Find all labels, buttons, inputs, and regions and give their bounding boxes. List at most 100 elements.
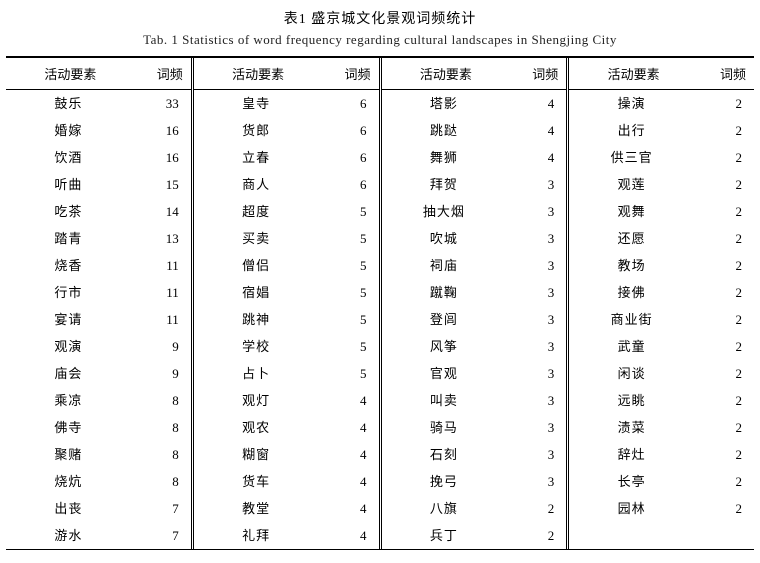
table-row: 抽大烟3 [382, 198, 567, 225]
table-row: 宴请11 [6, 306, 191, 333]
cell-freq: 3 [506, 360, 566, 387]
table-row: 婚嫁16 [6, 117, 191, 144]
cell-element: 婚嫁 [6, 117, 131, 144]
cell-freq: 2 [694, 252, 754, 279]
cell-element: 塔影 [382, 90, 507, 117]
cell-element: 乘凉 [6, 387, 131, 414]
table-row: 糊窗4 [194, 441, 379, 468]
cell-freq: 8 [131, 468, 191, 495]
cell-element: 观舞 [569, 198, 694, 225]
cell-freq: 2 [694, 279, 754, 306]
cell-element: 拜贺 [382, 171, 507, 198]
table-row: 僧侣5 [194, 252, 379, 279]
cell-freq: 9 [131, 360, 191, 387]
table-row: 观农4 [194, 414, 379, 441]
table-row: 接佛2 [569, 279, 754, 306]
cell-freq: 4 [506, 90, 566, 117]
cell-element: 观演 [6, 333, 131, 360]
table-row: 买卖5 [194, 225, 379, 252]
cell-freq: 11 [131, 252, 191, 279]
table-row: 远眺2 [569, 387, 754, 414]
cell-freq: 5 [319, 333, 379, 360]
cell-freq: 4 [506, 117, 566, 144]
cell-element: 闲谈 [569, 360, 694, 387]
cell-element: 听曲 [6, 171, 131, 198]
table-row: 观莲2 [569, 171, 754, 198]
cell-element: 佛寺 [6, 414, 131, 441]
table-row: 八旗2 [382, 495, 567, 522]
cell-element: 观莲 [569, 171, 694, 198]
cell-element: 祠庙 [382, 252, 507, 279]
cell-freq: 3 [506, 468, 566, 495]
cell-freq: 11 [131, 279, 191, 306]
cell-element: 武童 [569, 333, 694, 360]
cell-freq: 2 [694, 198, 754, 225]
cell-freq: 2 [694, 144, 754, 171]
table-row: 占卜5 [194, 360, 379, 387]
cell-element: 接佛 [569, 279, 694, 306]
cell-element: 僧侣 [194, 252, 319, 279]
cell-freq: 3 [506, 279, 566, 306]
table-row: 聚赌8 [6, 441, 191, 468]
table-row: 商业街2 [569, 306, 754, 333]
frequency-table: 活动要素词频鼓乐33婚嫁16饮酒16听曲15吃茶14踏青13烧香11行市11宴请… [6, 56, 754, 550]
table-row: 出丧7 [6, 495, 191, 522]
cell-freq: 2 [694, 333, 754, 360]
cell-element: 游水 [6, 522, 131, 549]
cell-freq: 13 [131, 225, 191, 252]
cell-freq: 5 [319, 360, 379, 387]
header-freq: 词频 [510, 58, 566, 89]
cell-freq: 3 [506, 171, 566, 198]
table-row: 教场2 [569, 252, 754, 279]
table-row: 塔影4 [382, 90, 567, 117]
header-element: 活动要素 [382, 58, 511, 89]
table-row: 跳跶4 [382, 117, 567, 144]
cell-element: 还愿 [569, 225, 694, 252]
cell-element: 占卜 [194, 360, 319, 387]
cell-element: 商业街 [569, 306, 694, 333]
header-freq: 词频 [323, 58, 379, 89]
cell-freq: 2 [694, 90, 754, 117]
cell-freq: 6 [319, 117, 379, 144]
cell-freq: 9 [131, 333, 191, 360]
cell-freq: 2 [694, 468, 754, 495]
table-row: 武童2 [569, 333, 754, 360]
table-row: 闲谈2 [569, 360, 754, 387]
cell-element: 跳跶 [382, 117, 507, 144]
cell-freq: 5 [319, 279, 379, 306]
cell-freq: 2 [694, 360, 754, 387]
cell-element: 远眺 [569, 387, 694, 414]
table-row: 皇寺6 [194, 90, 379, 117]
cell-freq: 2 [694, 414, 754, 441]
table-row: 登闾3 [382, 306, 567, 333]
cell-freq: 15 [131, 171, 191, 198]
cell-freq: 5 [319, 225, 379, 252]
table-row: 烧炕8 [6, 468, 191, 495]
table-row: 观灯4 [194, 387, 379, 414]
table-row: 观舞2 [569, 198, 754, 225]
table-row: 行市11 [6, 279, 191, 306]
cell-element: 超度 [194, 198, 319, 225]
table-row: 跳神5 [194, 306, 379, 333]
cell-element: 官观 [382, 360, 507, 387]
table-row: 蹴鞠3 [382, 279, 567, 306]
header-freq: 词频 [135, 58, 191, 89]
cell-element: 石刻 [382, 441, 507, 468]
cell-freq: 11 [131, 306, 191, 333]
cell-freq: 4 [319, 495, 379, 522]
column-group: 活动要素词频鼓乐33婚嫁16饮酒16听曲15吃茶14踏青13烧香11行市11宴请… [6, 58, 191, 549]
cell-element: 货郎 [194, 117, 319, 144]
cell-element: 观灯 [194, 387, 319, 414]
table-row: 踏青13 [6, 225, 191, 252]
header-element: 活动要素 [569, 58, 698, 89]
table-row: 听曲15 [6, 171, 191, 198]
cell-freq: 3 [506, 198, 566, 225]
cell-element: 供三官 [569, 144, 694, 171]
cell-freq: 6 [319, 171, 379, 198]
cell-freq: 14 [131, 198, 191, 225]
cell-freq: 2 [506, 522, 566, 549]
cell-element: 渍菜 [569, 414, 694, 441]
cell-freq: 16 [131, 144, 191, 171]
table-row: 石刻3 [382, 441, 567, 468]
cell-element: 宴请 [6, 306, 131, 333]
